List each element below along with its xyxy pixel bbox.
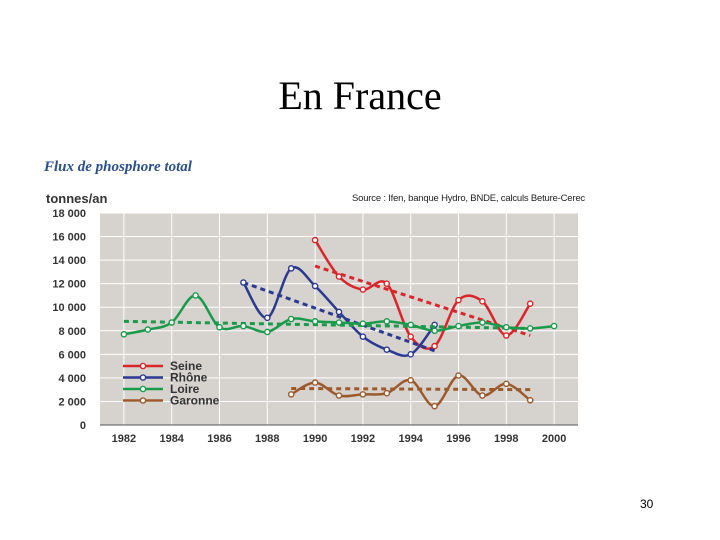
- y-tick-label: 2 000: [58, 396, 86, 408]
- slide-title: En France: [278, 73, 442, 118]
- trend-line-seine: [314, 264, 531, 337]
- legend-label: Rhône: [170, 371, 208, 385]
- x-tick-label: 1994: [398, 433, 423, 445]
- data-point-garonne: [526, 396, 534, 404]
- data-point-garonne: [311, 379, 319, 386]
- y-tick-label: 16 000: [52, 232, 86, 244]
- data-point-loire: [383, 318, 391, 325]
- y-tick-label: 4 000: [58, 373, 86, 385]
- chart-title: Flux de phosphore total: [44, 159, 192, 175]
- legend-label: Seine: [170, 359, 202, 373]
- y-axis-unit-label: tonnes/an: [46, 191, 108, 206]
- data-point-rhone: [335, 308, 343, 316]
- data-point-loire: [311, 318, 319, 325]
- data-point-seine: [407, 333, 415, 340]
- x-tick-label: 1998: [494, 433, 518, 445]
- data-point-rhone: [311, 282, 319, 290]
- x-tick-label: 1990: [303, 433, 327, 445]
- data-point-loire: [287, 315, 295, 323]
- data-point-seine: [479, 298, 486, 305]
- trend-line-garonne: [291, 386, 531, 392]
- data-point-garonne: [359, 391, 367, 398]
- data-point-loire: [120, 331, 128, 338]
- data-point-loire: [335, 319, 343, 326]
- data-point-seine: [455, 296, 462, 304]
- data-point-loire: [144, 326, 152, 333]
- y-tick-label: 6 000: [58, 349, 86, 361]
- data-point-garonne: [383, 389, 391, 397]
- y-tick-label: 0: [80, 420, 86, 432]
- data-point-rhone: [240, 279, 247, 286]
- x-tick-label: 2000: [542, 433, 566, 445]
- data-point-rhone: [263, 314, 271, 322]
- legend-label: Garonne: [170, 394, 220, 408]
- data-point-loire: [431, 327, 438, 335]
- data-point-seine: [431, 342, 438, 350]
- y-tick-label: 14 000: [52, 255, 86, 267]
- trend-line-rhone: [242, 281, 436, 353]
- data-point-rhone: [407, 351, 415, 358]
- data-point-seine: [526, 300, 534, 307]
- data-point-loire: [263, 328, 271, 336]
- legend-marker: [139, 362, 147, 370]
- data-point-garonne: [287, 391, 295, 398]
- legend-marker: [139, 385, 147, 393]
- legend-item-loire: Loire: [123, 382, 200, 396]
- data-point-loire: [359, 320, 367, 328]
- page-number: 30: [640, 497, 654, 511]
- data-point-seine: [311, 236, 319, 244]
- source-note: Source : Ifen, banque Hydro, BNDE, calcu…: [352, 193, 585, 204]
- axes: 0 2 000 4 000 6 000 8 000 10 000 12 000 14 000 1…: [52, 208, 578, 445]
- x-tick-label: 1982: [112, 433, 136, 445]
- y-tick-label: 18 000: [52, 208, 86, 220]
- data-point-garonne: [407, 376, 415, 384]
- data-point-rhone: [359, 333, 367, 340]
- trend-line-loire: [123, 319, 531, 330]
- x-tick-label: 1988: [255, 433, 279, 445]
- data-point-loire: [216, 323, 223, 331]
- data-point-seine: [335, 273, 343, 280]
- data-point-loire: [192, 292, 199, 299]
- data-point-loire: [526, 325, 534, 332]
- data-point-seine: [383, 280, 391, 287]
- x-tick-label: 1984: [159, 433, 184, 445]
- data-point-seine: [359, 286, 367, 293]
- data-point-garonne: [335, 392, 343, 399]
- data-point-loire: [479, 319, 486, 326]
- legend-item-garonne: Garonne: [123, 394, 220, 408]
- data-point-garonne: [479, 392, 486, 399]
- legend-item-rhone: Rhône: [123, 371, 208, 385]
- legend-marker: [139, 374, 147, 381]
- data-point-loire: [550, 322, 558, 330]
- data-point-loire: [240, 322, 247, 330]
- x-tick-label: 1992: [351, 433, 375, 445]
- x-tick-label: 1996: [446, 433, 470, 445]
- data-point-loire: [407, 321, 415, 329]
- data-point-garonne: [455, 372, 462, 379]
- data-point-rhone: [383, 346, 391, 353]
- data-point-garonne: [502, 380, 510, 388]
- legend-marker: [139, 397, 147, 404]
- legend-item-seine: Seine: [123, 359, 202, 373]
- x-tick-label: 1986: [207, 433, 231, 445]
- y-tick-label: 12 000: [52, 279, 86, 291]
- legend-label: Loire: [170, 382, 200, 396]
- data-point-loire: [168, 319, 175, 326]
- data-point-loire: [455, 322, 462, 330]
- y-tick-label: 8 000: [58, 326, 86, 338]
- data-point-loire: [502, 323, 510, 331]
- y-tick-label: 10 000: [52, 302, 86, 314]
- data-point-garonne: [431, 402, 438, 410]
- series-layer: [120, 236, 558, 410]
- data-point-rhone: [287, 265, 295, 272]
- data-point-seine: [502, 332, 510, 339]
